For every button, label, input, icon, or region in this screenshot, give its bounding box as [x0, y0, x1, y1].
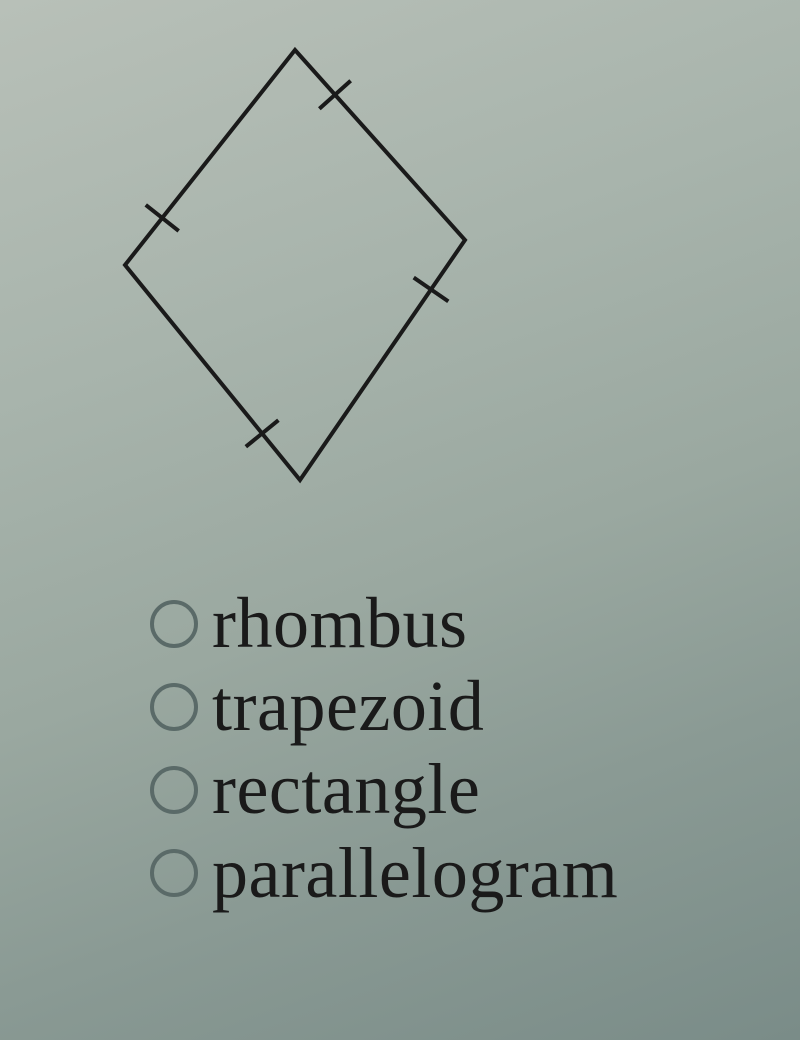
- radio-trapezoid[interactable]: [150, 683, 198, 731]
- option-label: rectangle: [212, 750, 480, 829]
- option-parallelogram[interactable]: parallelogram: [150, 834, 618, 913]
- radio-parallelogram[interactable]: [150, 849, 198, 897]
- option-rhombus[interactable]: rhombus: [150, 584, 618, 663]
- rhombus-figure: [70, 30, 490, 510]
- answer-options: rhombus trapezoid rectangle parallelogra…: [150, 580, 618, 917]
- option-label: parallelogram: [212, 834, 618, 913]
- radio-rectangle[interactable]: [150, 766, 198, 814]
- option-label: trapezoid: [212, 667, 484, 746]
- option-label: rhombus: [212, 584, 468, 663]
- option-rectangle[interactable]: rectangle: [150, 750, 618, 829]
- geometry-diagram: [70, 30, 490, 510]
- option-trapezoid[interactable]: trapezoid: [150, 667, 618, 746]
- radio-rhombus[interactable]: [150, 600, 198, 648]
